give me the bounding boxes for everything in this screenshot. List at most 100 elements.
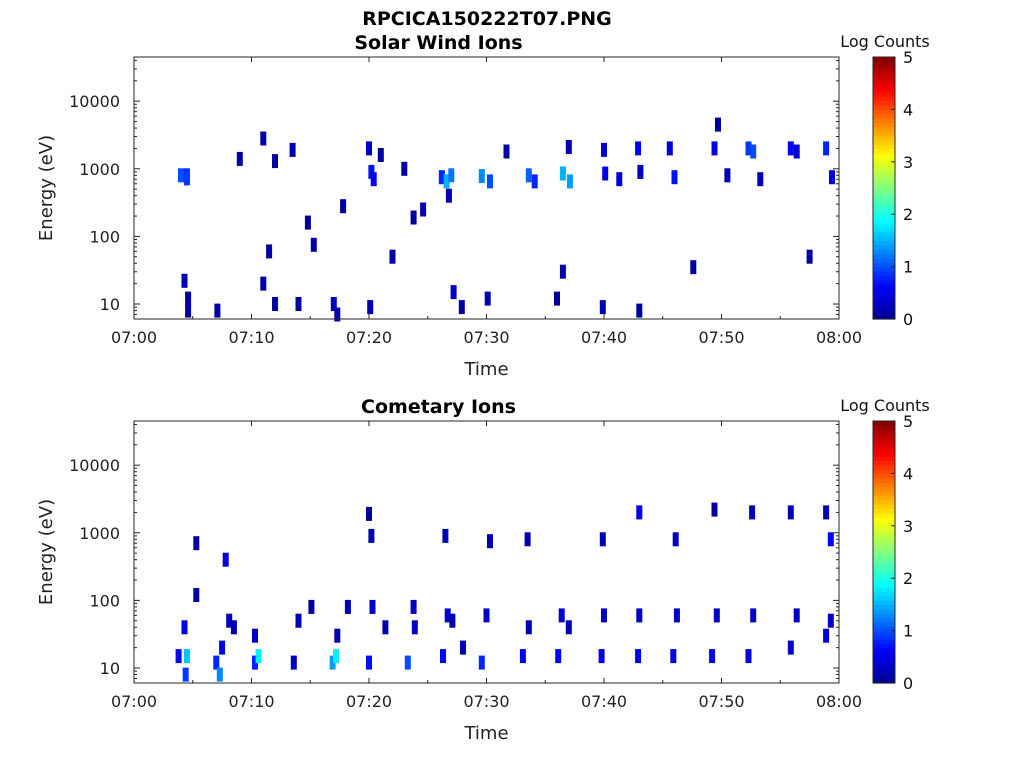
colorbar-segment [873,613,895,619]
colorbar-segment [873,305,895,311]
colorbar-segment [873,244,895,250]
heatmap-cell [666,141,673,156]
heatmap-cell [366,141,372,156]
heatmap-cell [366,506,372,521]
heatmap-cell [827,532,834,547]
heatmap-cell [478,169,485,184]
heatmap-cell [226,613,233,628]
heatmap-cell [401,161,408,176]
plot-frame [133,420,840,684]
colorbar-tick-label: 0 [903,310,913,329]
heatmap-cell [565,140,572,154]
heatmap-cell [636,505,643,520]
colorbar-segment [873,209,895,215]
panel-title: Solar Wind Ions [354,32,522,54]
heatmap-cell [555,649,562,664]
heatmap-cell [671,170,678,185]
colorbar-segment [873,196,895,202]
figure-title: RPCICA150222T07.PNG [362,8,612,30]
colorbar-segment [873,438,895,444]
colorbar-segment [873,473,895,479]
y-tick-label: 10000 [69,92,120,111]
heatmap-cell [183,649,190,664]
colorbar-segment [873,205,895,211]
colorbar-segment [873,183,895,189]
heatmap-cell [673,608,680,623]
colorbar-tick-label: 0 [903,674,913,693]
colorbar-segment [873,573,895,579]
colorbar-segment [873,139,895,145]
colorbar-segment [873,547,895,553]
colorbar-segment [873,83,895,89]
x-tick-label: 07:10 [228,328,274,347]
colorbar-tick-label: 4 [903,464,913,483]
heatmap-cell [524,532,531,547]
heatmap-cell [368,528,375,543]
heatmap-cell [483,608,490,623]
heatmap-cells [175,502,834,682]
panel-1: Solar Wind Ions 07:00 07:10 07:20 07:30 07:40… [36,32,930,380]
heatmap-cell [193,536,200,551]
heatmap-cell [460,640,466,655]
heatmap-cell [443,174,450,189]
heatmap-cell [289,142,296,157]
colorbar-segment [873,266,895,272]
colorbar-segment [873,464,895,470]
colorbar-segment [873,122,895,128]
heatmap-cell [175,649,182,664]
colorbar-segment [873,105,895,110]
heatmap-cell [559,166,566,181]
heatmap-cell [448,168,455,183]
heatmap-cell [185,291,192,306]
heatmap-cell [252,655,258,670]
heatmap-cell [304,215,311,230]
heatmap-cell [690,260,697,275]
heatmap-cell [330,297,337,311]
colorbar-segment [873,257,895,263]
heatmap-cell [487,174,493,189]
colorbar-label: Log Counts [840,396,930,415]
heatmap-cell [333,649,340,664]
heatmap-cell [709,649,716,664]
colorbar-segment [873,538,895,544]
colorbar-segment [873,477,895,483]
colorbar-segment [873,214,895,220]
colorbar-segment [873,240,895,246]
colorbar-tick-label: 1 [903,622,913,641]
colorbar-segment [873,284,895,290]
heatmap-cell [787,141,794,156]
heatmap-cell [745,649,752,664]
heatmap-cell [382,620,389,635]
heatmap-cell [344,599,351,614]
heatmap-cell [458,300,465,315]
colorbar-segment [873,297,895,303]
colorbar-segment [873,218,895,224]
heatmap-cell [230,620,237,635]
colorbar-segment [873,643,895,649]
heatmap-cell [558,608,565,623]
colorbar-segment [873,253,895,259]
colorbar-segment [873,552,895,557]
colorbar-segment [873,604,895,610]
heatmap-cell [602,166,609,181]
plot-frame [133,56,840,320]
x-axis-label: Time [463,723,508,744]
heatmap-cell [420,202,427,217]
colorbar-segment [873,70,895,76]
colorbar-segment [873,621,895,627]
heatmap-cell [601,608,607,623]
heatmap-cell [745,141,752,156]
colorbar-segment [873,126,895,132]
colorbar-tick-label: 3 [903,517,913,536]
x-tick-label: 07:50 [698,692,744,711]
heatmap-cell [531,174,538,189]
heatmap-cell [329,655,336,670]
heatmap-cell [369,599,376,614]
colorbar-segment [873,109,895,115]
colorbar-segment [873,582,895,588]
heatmap-cell [823,505,830,520]
colorbar-segment [873,249,895,255]
colorbar-segment [873,560,895,566]
heatmap-cell [599,532,606,547]
colorbar-segment [873,421,895,426]
